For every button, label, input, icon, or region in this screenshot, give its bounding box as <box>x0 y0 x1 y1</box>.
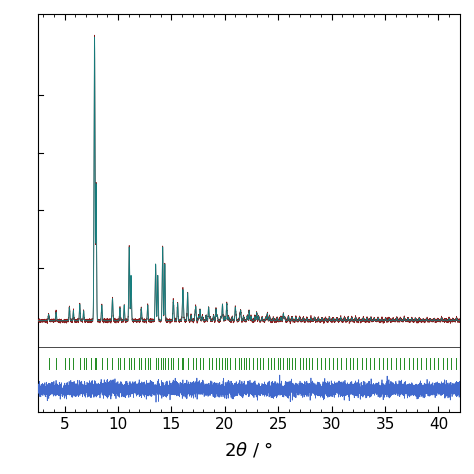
X-axis label: $2\theta$ / °: $2\theta$ / ° <box>224 440 273 460</box>
